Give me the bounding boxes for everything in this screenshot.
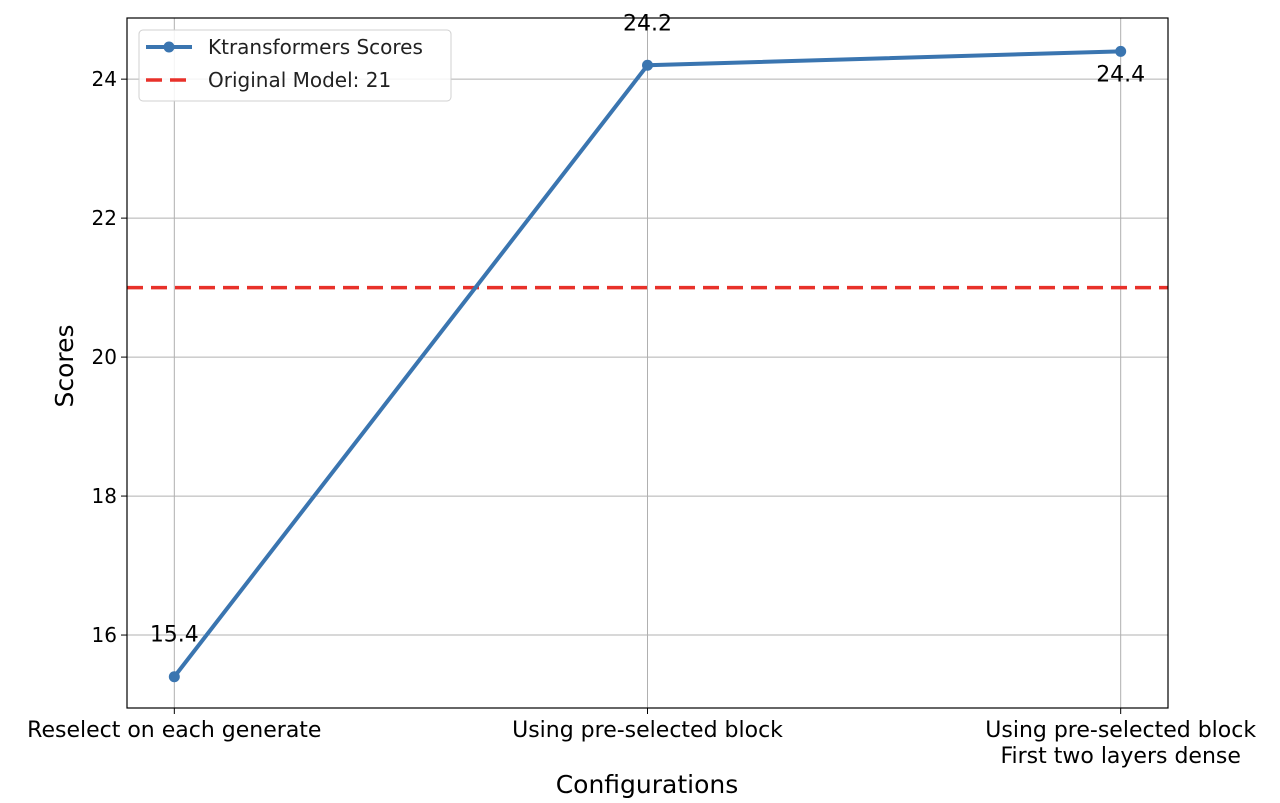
- x-tick-label: Reselect on each generate: [27, 718, 321, 743]
- legend-box: [138, 29, 452, 102]
- y-tick-label: 22: [92, 206, 117, 230]
- data-point: [642, 59, 653, 71]
- legend-label: Ktransformers Scores: [208, 35, 423, 59]
- grid: [127, 18, 1168, 708]
- y-tick-label: 24: [92, 67, 117, 91]
- legend-label: Original Model: 21: [208, 68, 391, 92]
- y-tick-label: 20: [92, 345, 117, 369]
- x-tick-label: Using pre-selected block: [985, 718, 1256, 743]
- y-axis: 16 18 20 22 24: [92, 67, 127, 647]
- legend-marker: [163, 41, 175, 53]
- data-label: 24.4: [1096, 62, 1145, 87]
- legend: Ktransformers Scores Original Model: 21: [138, 29, 452, 102]
- data-point: [168, 671, 180, 683]
- data-labels: 15.4 24.2 24.4: [150, 11, 1145, 647]
- x-axis-label: Configurations: [556, 770, 739, 799]
- x-tick-label: Using pre-selected block: [512, 718, 783, 743]
- y-tick-label: 18: [92, 484, 117, 508]
- y-axis-label: Scores: [50, 324, 79, 407]
- y-tick-label: 16: [92, 623, 117, 647]
- data-label: 24.2: [623, 11, 672, 36]
- data-point: [1115, 45, 1127, 57]
- x-tick-label: First two layers dense: [1000, 744, 1240, 769]
- x-axis: Reselect on each generate Using pre-selec…: [27, 708, 1256, 769]
- series: [168, 45, 1127, 683]
- data-label: 15.4: [150, 623, 199, 648]
